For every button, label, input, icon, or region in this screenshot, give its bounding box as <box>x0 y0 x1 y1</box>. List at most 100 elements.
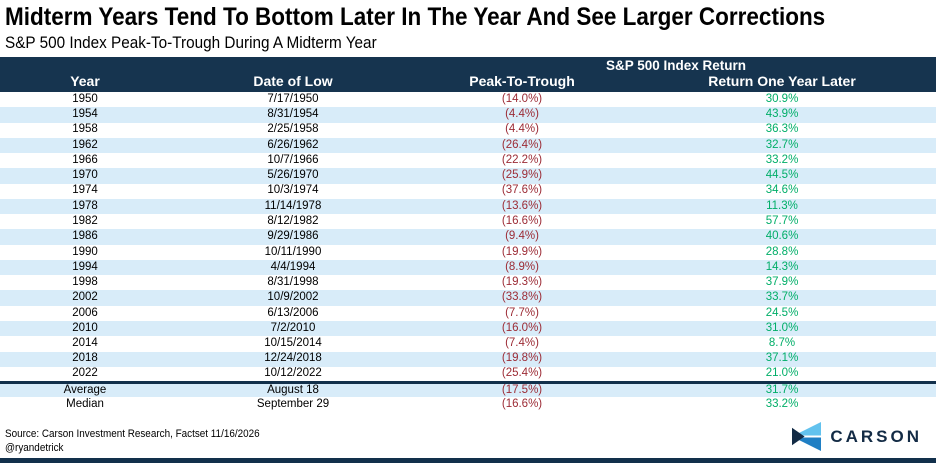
date-of-low-cell: August 18 <box>170 380 416 398</box>
table-row: 1982 8/12/1982 (16.6%) 57.7% <box>0 214 936 229</box>
peak-to-trough-cell: (26.4%) <box>416 137 628 154</box>
year-cell: 1950 <box>72 92 98 105</box>
peak-to-trough-cell: (7.7%) <box>505 306 539 319</box>
year-cell: 2018 <box>0 351 170 367</box>
table-header: S&P 500 Index Return Year Date of Low Pe… <box>0 57 936 92</box>
year-cell: 2022 <box>72 366 98 379</box>
table-row: 1978 11/14/1978 (13.6%) 11.3% <box>0 198 936 215</box>
return-one-year-later-cell: 31.7% <box>628 380 936 398</box>
footer: Source: Carson Investment Research, Fact… <box>5 422 922 455</box>
date-of-low-cell: 9/29/1986 <box>170 229 416 245</box>
return-one-year-later-cell: 11.3% <box>628 198 936 215</box>
date-of-low-cell: 8/12/1982 <box>267 215 319 227</box>
table-row: 1958 2/25/1958 (4.4%) 36.3% <box>0 123 936 138</box>
peak-to-trough-cell: (13.6%) <box>416 198 628 215</box>
table-row: 2014 10/15/2014 (7.4%) 8.7% <box>0 336 936 351</box>
group-header-row: S&P 500 Index Return <box>0 57 936 73</box>
page-title: Midterm Years Tend To Bottom Later In Th… <box>5 3 936 32</box>
carson-logo-icon <box>792 422 822 451</box>
group-header-label: S&P 500 Index Return <box>416 57 936 73</box>
return-one-year-later-cell: 57.7% <box>765 215 799 227</box>
date-of-low-cell: 8/31/1998 <box>267 276 319 289</box>
group-header-spacer <box>0 57 416 73</box>
year-cell: Average <box>0 380 170 398</box>
subtitle-text: S&P 500 Index Peak-To-Trough During A Mi… <box>5 33 377 52</box>
peak-to-trough-cell: (14.0%) <box>501 92 543 105</box>
year-cell: 1962 <box>0 137 170 154</box>
subtitle: S&P 500 Index Peak-To-Trough During A Mi… <box>5 33 936 52</box>
table-row: 1986 9/29/1986 (9.4%) 40.6% <box>0 229 936 245</box>
return-one-year-later-cell: 34.6% <box>765 184 799 197</box>
column-header-peak-to-trough: Peak-To-Trough <box>416 73 628 92</box>
peak-to-trough-cell: (4.4%) <box>416 107 628 123</box>
year-cell: Median <box>66 398 104 411</box>
year-cell: 1974 <box>72 184 98 197</box>
source-text: Source: Carson Investment Research, Fact… <box>5 428 288 442</box>
year-cell: 1970 <box>0 168 170 184</box>
peak-to-trough-cell: (4.4%) <box>505 123 539 136</box>
year-cell: 2006 <box>72 306 98 319</box>
year-cell: 1958 <box>72 123 98 136</box>
return-one-year-later-cell: 8.7% <box>768 337 796 350</box>
return-one-year-later-cell: 31.0% <box>628 320 936 337</box>
return-one-year-later-cell: 30.9% <box>765 92 799 105</box>
date-of-low-cell: 8/31/1954 <box>170 107 416 123</box>
table-row: 1954 8/31/1954 (4.4%) 43.9% <box>0 107 936 123</box>
year-cell: 1978 <box>0 198 170 215</box>
peak-to-trough-cell: (16.6%) <box>501 398 543 411</box>
year-cell: 1994 <box>0 259 170 276</box>
peak-to-trough-cell: (25.4%) <box>501 366 543 379</box>
year-cell: 1986 <box>0 229 170 245</box>
year-cell: 1998 <box>72 276 98 289</box>
peak-to-trough-cell: (19.9%) <box>501 245 543 258</box>
table-row: Median September 29 (16.6%) 33.2% <box>0 397 936 412</box>
date-of-low-cell: 10/3/1974 <box>267 184 319 197</box>
return-one-year-later-cell: 24.5% <box>765 306 799 319</box>
table-row: 1970 5/26/1970 (25.9%) 44.5% <box>0 168 936 184</box>
return-one-year-later-cell: 33.2% <box>765 153 799 166</box>
column-header-year: Year <box>0 73 170 92</box>
date-of-low-cell: 10/9/2002 <box>170 290 416 306</box>
date-of-low-cell: 7/2/2010 <box>170 320 416 337</box>
year-cell: 1954 <box>0 107 170 123</box>
date-of-low-cell: 5/26/1970 <box>170 168 416 184</box>
bottom-bar <box>0 458 936 463</box>
return-one-year-later-cell: 14.3% <box>628 259 936 276</box>
date-of-low-cell: 7/17/1950 <box>267 92 319 105</box>
return-one-year-later-cell: 44.5% <box>628 168 936 184</box>
date-of-low-cell: 4/4/1994 <box>170 259 416 276</box>
twitter-handle-inner: @ryandetrick <box>5 441 64 454</box>
return-one-year-later-cell: 37.9% <box>765 276 799 289</box>
carson-logo-wordmark: CARSON <box>830 427 922 446</box>
table-row: 1950 7/17/1950 (14.0%) 30.9% <box>0 92 936 107</box>
table-row: 1998 8/31/1998 (19.3%) 37.9% <box>0 275 936 290</box>
page-title-text: Midterm Years Tend To Bottom Later In Th… <box>5 3 826 31</box>
table-row: 2018 12/24/2018 (19.8%) 37.1% <box>0 351 936 367</box>
return-one-year-later-cell: 32.7% <box>628 137 936 154</box>
return-one-year-later-cell: 21.0% <box>765 366 799 379</box>
table-row: Average August 18 (17.5%) 31.7% <box>0 380 936 398</box>
peak-to-trough-cell: (33.8%) <box>416 290 628 306</box>
data-table: S&P 500 Index Return Year Date of Low Pe… <box>0 57 936 413</box>
year-cell: 2014 <box>72 337 98 350</box>
table-row: 2006 6/13/2006 (7.7%) 24.5% <box>0 306 936 321</box>
peak-to-trough-cell: (19.3%) <box>501 276 543 289</box>
return-one-year-later-cell: 33.7% <box>628 290 936 306</box>
peak-to-trough-cell: (16.6%) <box>501 215 543 227</box>
date-of-low-cell: 10/15/2014 <box>264 337 322 350</box>
date-of-low-cell: 12/24/2018 <box>170 351 416 367</box>
peak-to-trough-cell: (19.8%) <box>416 351 628 367</box>
peak-to-trough-cell: (17.5%) <box>416 380 628 398</box>
date-of-low-cell: September 29 <box>256 398 330 411</box>
peak-to-trough-cell: (37.6%) <box>501 184 543 197</box>
carson-logo: CARSON <box>792 422 922 455</box>
table-row: 1974 10/3/1974 (37.6%) 34.6% <box>0 184 936 199</box>
column-header-row: Year Date of Low Peak-To-Trough Return O… <box>0 73 936 92</box>
date-of-low-cell: 10/12/2022 <box>264 366 322 379</box>
return-one-year-later-cell: 43.9% <box>628 107 936 123</box>
table-row: 2022 10/12/2022 (25.4%) 21.0% <box>0 367 936 382</box>
return-one-year-later-cell: 36.3% <box>765 123 799 136</box>
twitter-handle: @ryandetrick <box>5 442 288 456</box>
peak-to-trough-cell: (22.2%) <box>501 153 543 166</box>
